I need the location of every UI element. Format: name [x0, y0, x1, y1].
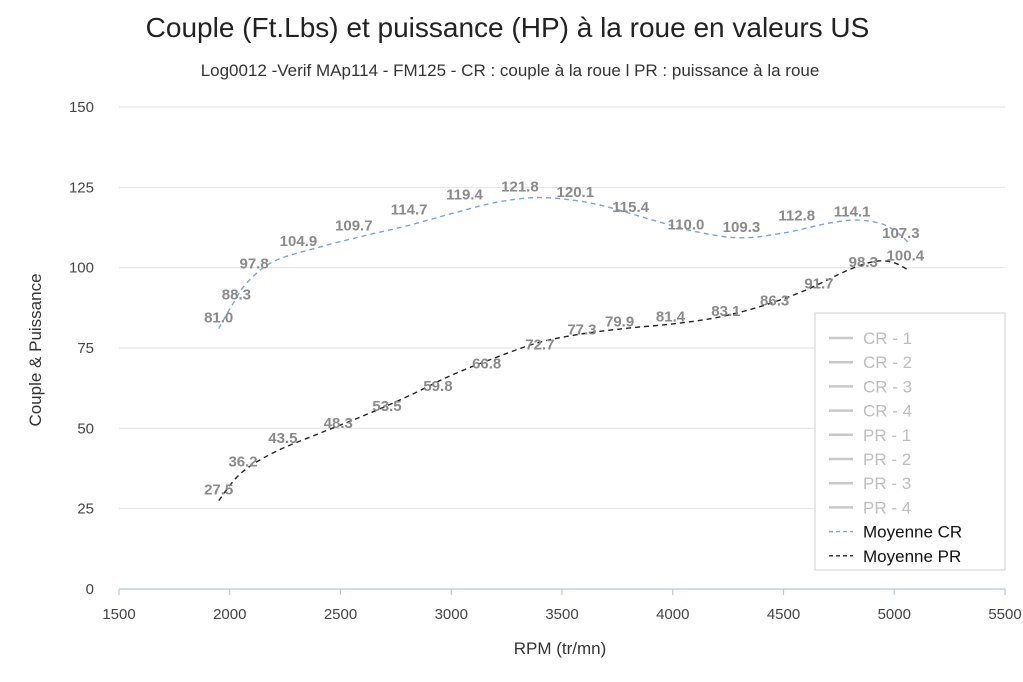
data-label: 72.7: [525, 336, 554, 353]
legend-item[interactable]: Moyenne CR: [829, 523, 962, 542]
moyenne-pr-line: [218, 260, 911, 502]
x-tick-label: 2000: [213, 606, 246, 623]
legend-label: CR - 3: [863, 377, 912, 396]
data-label: 48.3: [324, 415, 353, 432]
legend-label: Moyenne PR: [863, 547, 961, 566]
data-label: 79.9: [605, 313, 634, 330]
legend-label: CR - 1: [863, 329, 912, 348]
series-lines: [218, 196, 911, 502]
data-label: 107.3: [882, 225, 920, 242]
data-label: 36.2: [228, 454, 257, 471]
axes: [118, 588, 1006, 595]
x-tick-label: 3000: [435, 606, 468, 623]
data-label: 119.4: [446, 186, 483, 203]
data-label: 77.3: [567, 322, 596, 339]
moyenne-cr-line: [218, 196, 911, 330]
legend-label: PR - 3: [863, 474, 911, 493]
y-tick-labels: 0 25 50 75 100 125 150: [69, 99, 94, 598]
data-label: 83.1: [711, 303, 740, 320]
legend-item[interactable]: CR - 3: [829, 377, 912, 396]
legend-item[interactable]: PR - 4: [829, 498, 911, 517]
legend-item[interactable]: PR - 3: [829, 474, 911, 493]
legend-label: PR - 4: [863, 498, 911, 517]
y-tick-label: 75: [77, 340, 94, 357]
legend-item[interactable]: Moyenne PR: [829, 547, 961, 566]
x-tick-label: 5000: [878, 606, 911, 623]
legend-item[interactable]: CR - 2: [829, 353, 912, 372]
data-label: 121.8: [501, 179, 539, 196]
legend-item[interactable]: CR - 4: [829, 402, 912, 421]
data-label: 98.3: [849, 254, 878, 271]
data-label: 81.0: [204, 310, 233, 327]
data-label: 112.8: [778, 208, 815, 225]
data-label: 100.4: [887, 247, 925, 264]
data-label: 43.5: [268, 430, 297, 447]
data-label: 88.3: [222, 286, 251, 303]
data-label: 91.7: [804, 275, 833, 292]
y-tick-label: 100: [69, 260, 94, 277]
chart-title: Couple (Ft.Lbs) et puissance (HP) à la r…: [145, 12, 870, 43]
data-label: 81.4: [656, 308, 686, 325]
x-tick-label: 1500: [102, 606, 135, 623]
x-tick-label: 4000: [656, 606, 689, 623]
data-label: 120.1: [557, 184, 595, 201]
x-tick-label: 2500: [324, 606, 357, 623]
legend-label: Moyenne CR: [863, 523, 962, 542]
y-tick-label: 50: [77, 420, 94, 437]
legend-label: PR - 1: [863, 426, 911, 445]
x-axis-label: RPM (tr/mn): [514, 639, 607, 658]
data-label: 110.0: [668, 217, 705, 234]
legend-label: CR - 2: [863, 353, 912, 372]
legend-item[interactable]: PR - 2: [829, 450, 911, 469]
data-label: 115.4: [612, 199, 649, 216]
y-tick-label: 25: [77, 501, 94, 518]
legend[interactable]: CR - 1 CR - 2 CR - 3 CR - 4 PR - 1 PR - 2 PR -…: [814, 312, 1006, 571]
data-labels: 81.0 88.3 97.8 104.9 109.7 114.7 119.4 121.8 120…: [204, 179, 925, 499]
y-tick-label: 0: [86, 581, 94, 598]
y-tick-label: 125: [69, 179, 94, 196]
data-label: 97.8: [240, 256, 269, 273]
data-label: 109.7: [335, 217, 373, 234]
legend-item[interactable]: PR - 1: [829, 426, 911, 445]
data-label: 114.1: [834, 203, 871, 220]
legend-label: CR - 4: [863, 402, 912, 421]
x-tick-label: 3500: [545, 606, 578, 623]
legend-item[interactable]: CR - 1: [829, 329, 912, 348]
y-axis-label: Couple & Puissance: [26, 273, 45, 426]
x-tick-labels: 1500 2000 2500 3000 3500 4000 4500 5000 5500: [102, 606, 1021, 623]
data-label: 59.8: [423, 378, 452, 395]
legend-box: [814, 312, 1006, 571]
data-label: 104.9: [280, 233, 318, 250]
x-tick-label: 5500: [988, 606, 1021, 623]
data-label: 109.3: [723, 219, 761, 236]
data-label: 86.3: [760, 293, 789, 310]
data-label: 27.5: [204, 482, 233, 499]
y-tick-label: 150: [69, 99, 94, 116]
data-label: 114.7: [391, 201, 428, 218]
x-tick-label: 4500: [767, 606, 800, 623]
data-label: 53.5: [372, 398, 401, 415]
data-label: 66.8: [472, 355, 501, 372]
legend-label: PR - 2: [863, 450, 911, 469]
chart-subtitle: Log0012 -Verif MAp114 - FM125 - CR : cou…: [200, 61, 820, 80]
